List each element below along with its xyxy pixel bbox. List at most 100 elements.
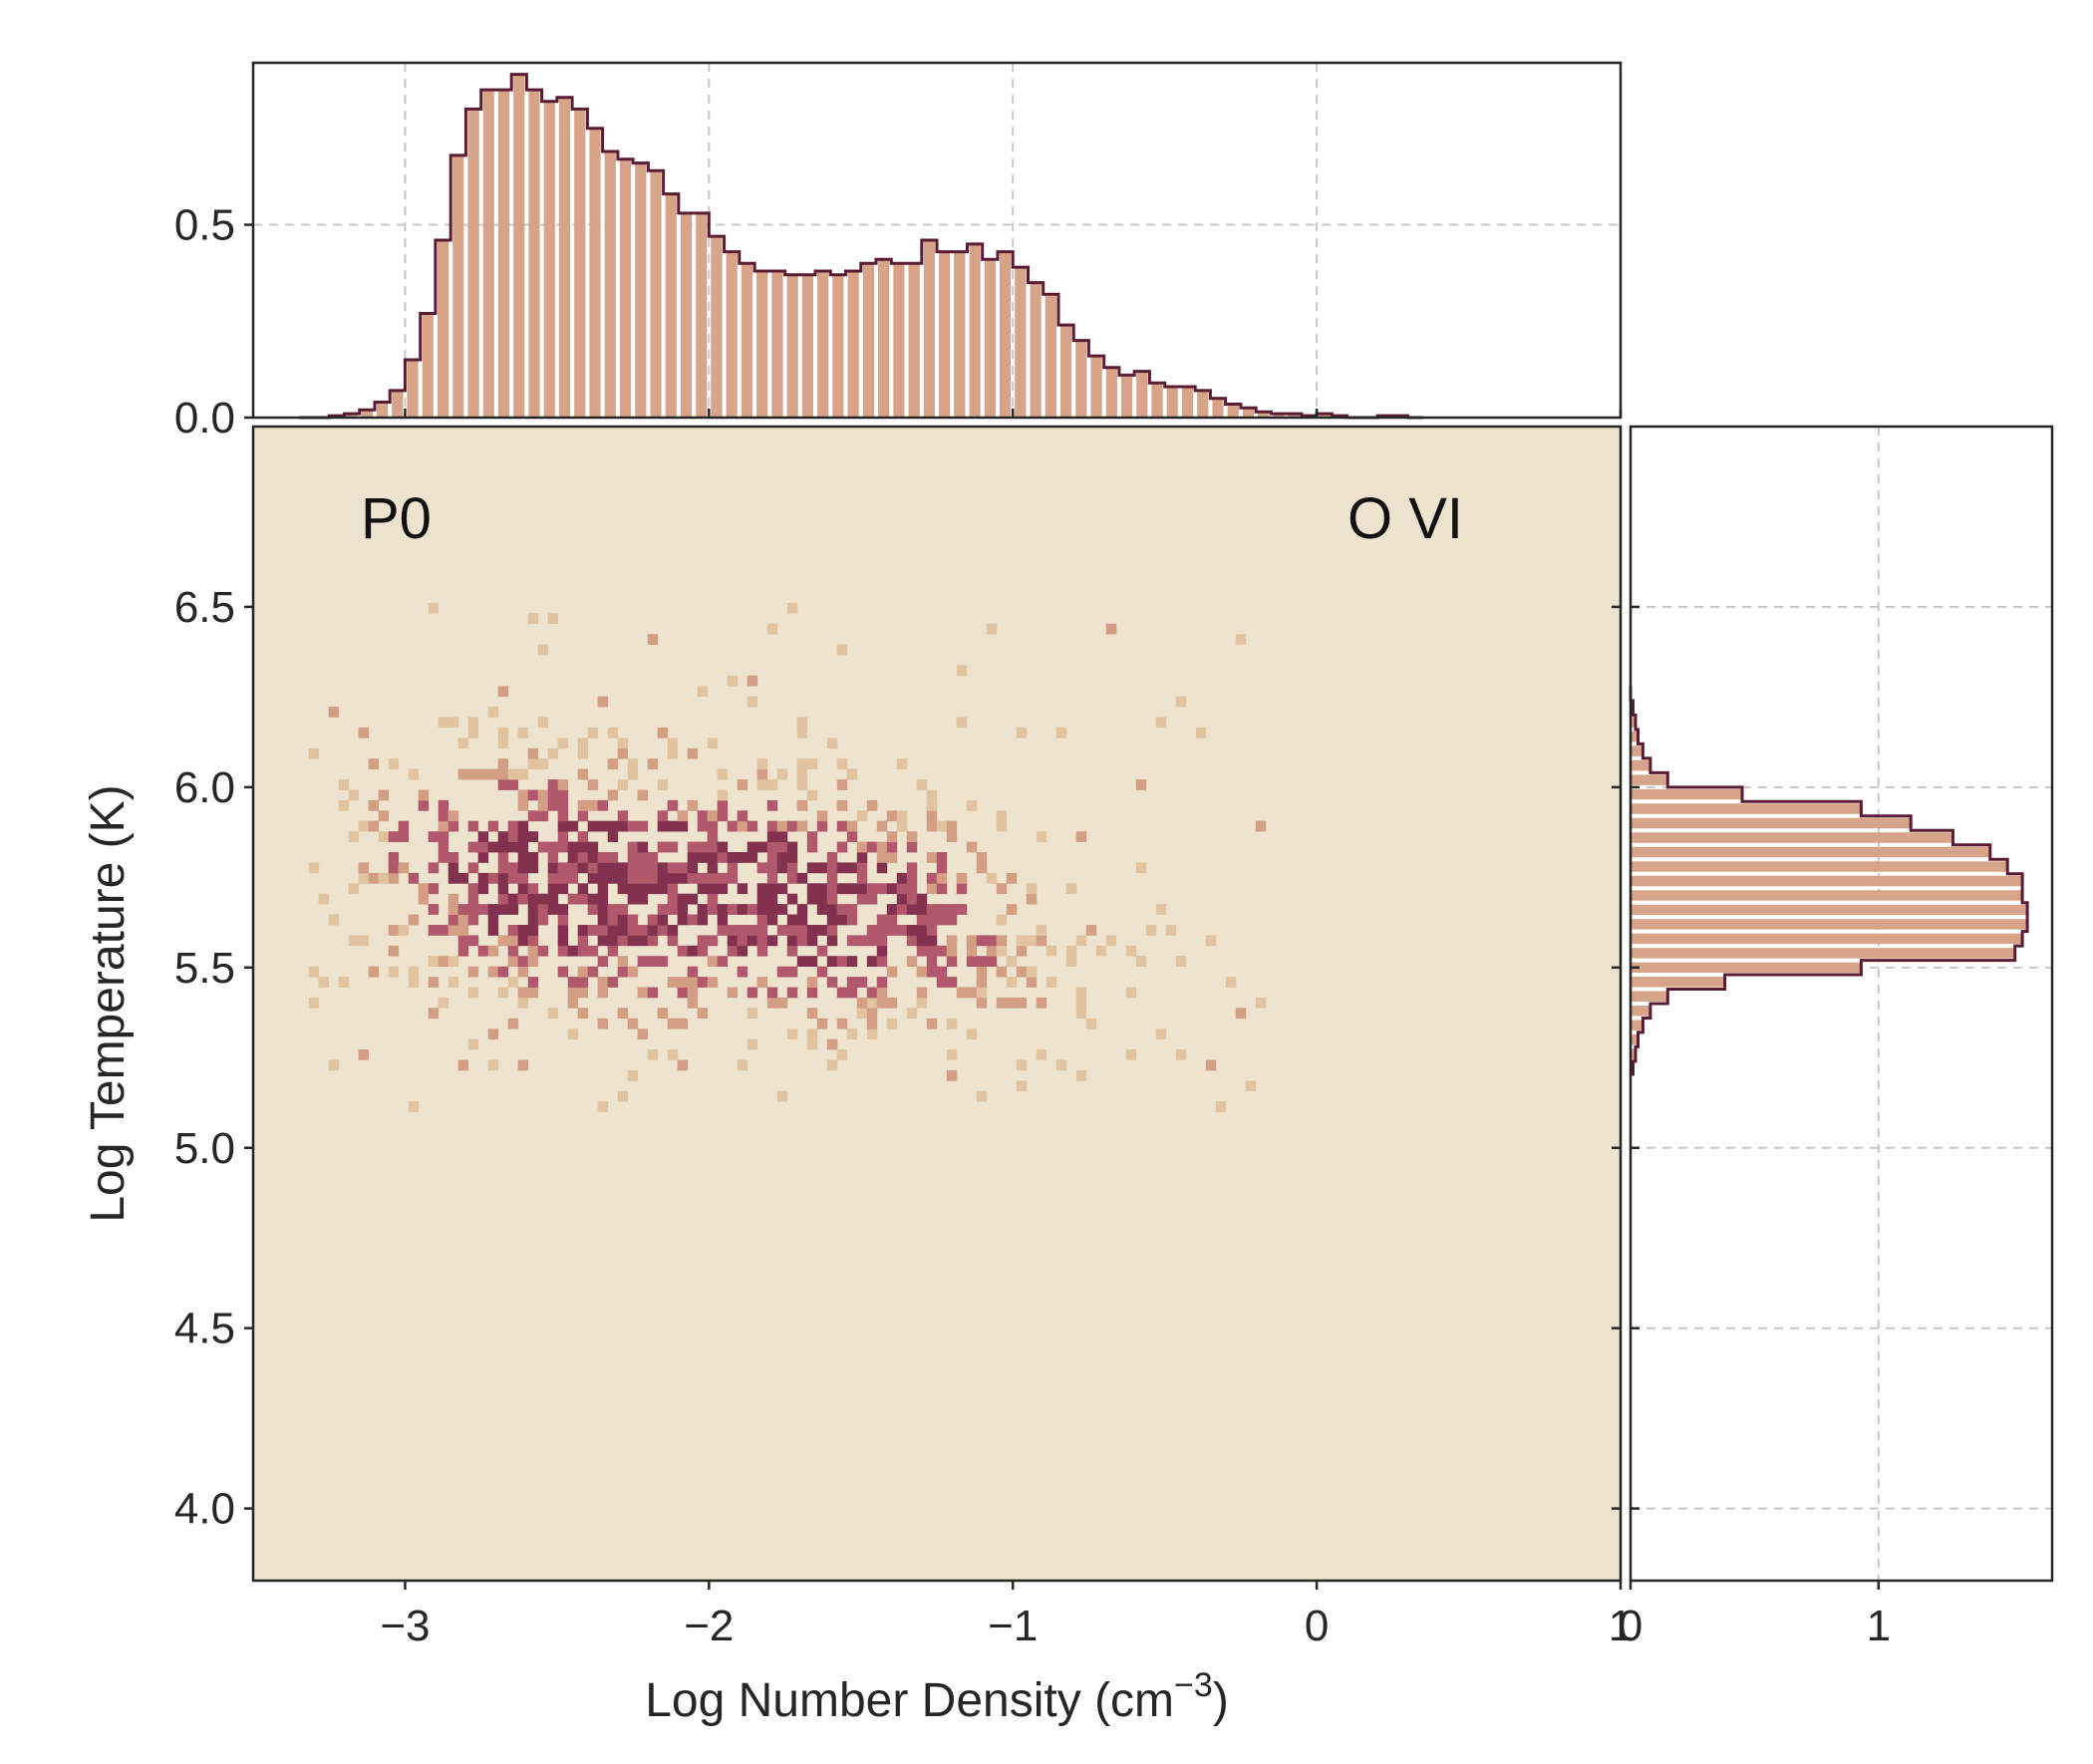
heatmap-cell (896, 904, 908, 915)
heatmap-cell (448, 956, 459, 967)
heatmap-cell (517, 768, 529, 780)
heatmap-cell (697, 820, 709, 832)
heatmap-cell (816, 862, 828, 874)
heatmap-cell (727, 862, 739, 874)
heatmap-cell (457, 925, 469, 936)
heatmap-cell (507, 820, 519, 832)
heatmap-cell (567, 945, 579, 957)
heatmap-cell (766, 852, 778, 863)
y-tick-label: 4.0 (174, 1485, 235, 1534)
heatmap-cell (876, 914, 888, 926)
heatmap-cell (737, 904, 748, 915)
heatmap-cell (667, 747, 679, 759)
heatmap-cell (537, 914, 549, 926)
heatmap-cell (318, 977, 330, 988)
heatmap-cell (976, 935, 988, 947)
heatmap-cell (328, 914, 340, 926)
heatmap-cell (996, 883, 1008, 895)
heatmap-cell (976, 862, 988, 874)
heatmap-cell (677, 914, 689, 926)
heatmap-cell (408, 768, 420, 780)
heatmap-cell (1155, 717, 1167, 729)
heatmap-cell (527, 613, 539, 625)
top-y-tick-label: 0.0 (174, 394, 235, 442)
heatmap-cell (796, 727, 808, 738)
heatmap-cell (647, 925, 659, 936)
heatmap-cell (786, 987, 798, 999)
x-tick-label: −3 (380, 1602, 430, 1650)
heatmap-cell (497, 831, 509, 842)
heatmap-cell (577, 945, 589, 957)
heatmap-cell (617, 925, 629, 936)
heatmap-cell (477, 831, 489, 842)
heatmap-cell (936, 966, 948, 978)
heatmap-cell (388, 925, 400, 936)
heatmap-cell (876, 945, 888, 957)
heatmap-cell (756, 893, 768, 905)
heatmap-cell (507, 977, 519, 988)
heatmap-cell (587, 852, 599, 863)
heatmap-cell (637, 862, 649, 874)
heatmap-cell (906, 956, 918, 967)
heatmap-cell (507, 893, 519, 905)
heatmap-cell (667, 935, 679, 947)
heatmap-cell (756, 779, 768, 790)
heatmap-cell (766, 904, 778, 915)
heatmap-cell (1075, 1069, 1087, 1081)
joint-heatmap-panel: −3 −2 −1 0 1 4.0 4.5 5.0 5.5 6.0 6.5 P0 O VI (174, 425, 1633, 1650)
heatmap-cell (308, 862, 320, 874)
heatmap-cell (1016, 945, 1028, 957)
heatmap-cell (1085, 925, 1097, 936)
heatmap-cell (806, 893, 818, 905)
heatmap-cell (707, 810, 719, 822)
heatmap-cell (527, 862, 539, 874)
heatmap-cell (547, 883, 559, 895)
heatmap-cell (926, 799, 938, 811)
heatmap-cell (896, 820, 908, 832)
heatmap-cell (836, 904, 848, 915)
heatmap-cell (846, 956, 858, 967)
heatmap-cell (497, 852, 509, 863)
main-panel-frame (251, 425, 1623, 1583)
heatmap-cell (717, 872, 729, 884)
heatmap-cell (487, 841, 499, 853)
heatmap-cell (577, 925, 589, 936)
heatmap-cell (637, 789, 649, 801)
heatmap-cell (687, 914, 699, 926)
heatmap-cell (438, 799, 449, 811)
heatmap-cell (707, 820, 719, 832)
heatmap-cell (547, 1008, 559, 1020)
heatmap-cell (557, 789, 569, 801)
heatmap-cell (876, 841, 888, 853)
heatmap-cell (946, 977, 958, 988)
heatmap-cell (1046, 977, 1057, 988)
heatmap-cell (936, 872, 948, 884)
heatmap-cell (657, 820, 669, 832)
heatmap-cell (956, 883, 968, 895)
heatmap-cell (358, 935, 370, 947)
heatmap-cell (577, 737, 589, 749)
heatmap-cell (587, 893, 599, 905)
heatmap-cell (747, 675, 758, 687)
heatmap-cell (657, 862, 669, 874)
heatmap-cell (448, 810, 459, 822)
heatmap-cell (517, 987, 529, 999)
heatmap-cell (966, 945, 978, 957)
heatmap-cell (796, 779, 808, 790)
y-axis-label: Log Temperature (K) (82, 784, 135, 1222)
ion-label-ovi: O VI (1347, 486, 1463, 551)
heatmap-cell (637, 935, 649, 947)
heatmap-cell (577, 1008, 589, 1020)
heatmap-cell (806, 925, 818, 936)
heatmap-cell (557, 820, 569, 832)
heatmap-cell (497, 758, 509, 769)
heatmap-cell (886, 810, 898, 822)
top-panel-frame (251, 61, 1623, 420)
heatmap-cell (906, 1008, 918, 1020)
heatmap-cell (477, 872, 489, 884)
top-histogram-bars (331, 74, 1406, 418)
heatmap-cell (547, 904, 559, 915)
heatmap-cell (617, 883, 629, 895)
heatmap-cell (577, 883, 589, 895)
heatmap-cell (1016, 1059, 1028, 1071)
